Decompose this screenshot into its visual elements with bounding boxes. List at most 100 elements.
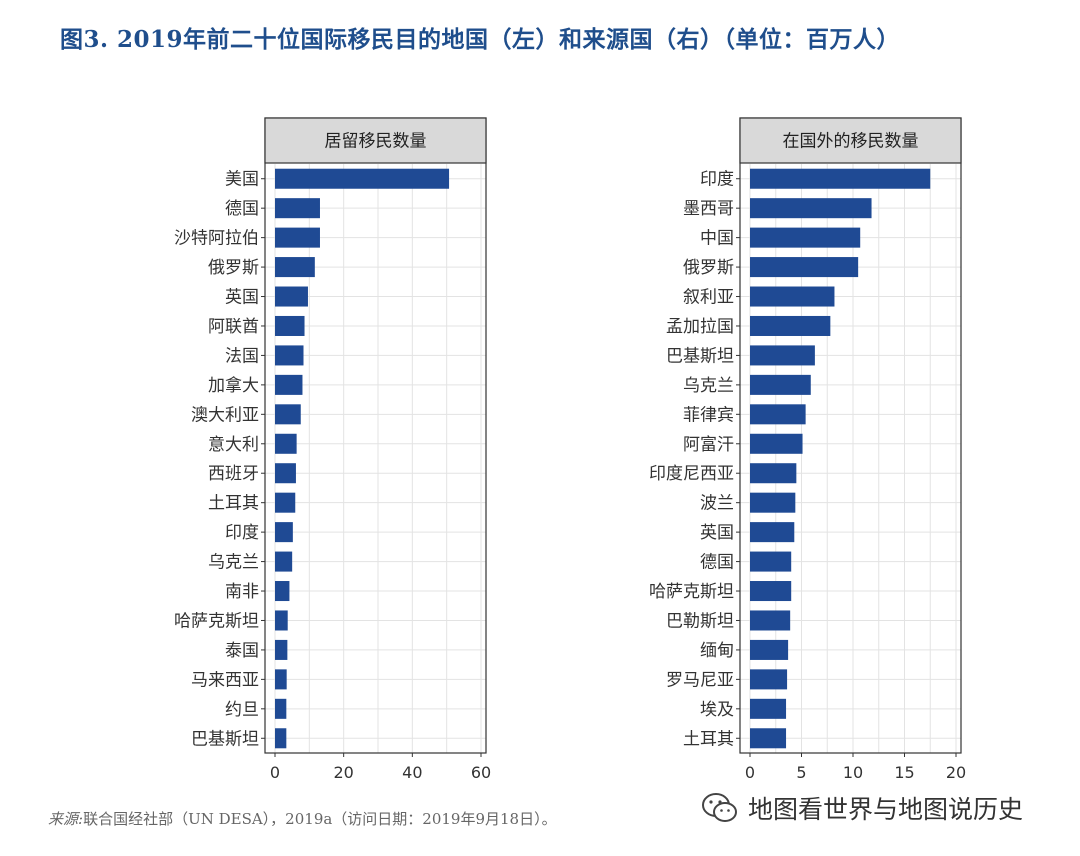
panel-2-category-label-14: 德国 [700, 553, 734, 573]
panel-1-category-label-12: 土耳其 [208, 494, 259, 514]
panel-2-bar-6 [750, 315, 831, 336]
panel-1-category-label-20: 巴基斯坦 [191, 729, 259, 749]
panel-2-bar-20 [750, 728, 787, 749]
panel-1-category-label-16: 哈萨克斯坦 [174, 611, 259, 631]
panel-2-bar-5 [750, 286, 835, 307]
panel-2-category-label-3: 中国 [700, 229, 734, 249]
panel-2-bar-17 [750, 639, 789, 660]
panel-1-bar-5 [275, 286, 308, 307]
panel-2-category-label-15: 哈萨克斯坦 [649, 582, 734, 602]
panel-1-category-label-15: 南非 [225, 582, 259, 602]
panel-2-category-label-5: 叙利亚 [683, 288, 734, 308]
panel-1-category-label-10: 意大利 [208, 435, 259, 455]
panel-1-bar-6 [275, 315, 305, 336]
panel-1-strip [264, 117, 487, 164]
panel-2-category-label-20: 土耳其 [683, 729, 734, 749]
panel-1-bar-4 [275, 257, 315, 278]
panel-2-bar-7 [750, 345, 815, 366]
panel-2-category-label-17: 缅甸 [700, 641, 734, 661]
panel-2-bar-10 [750, 433, 803, 454]
panel-1-category-label-17: 泰国 [225, 641, 259, 661]
panel-2-category-label-4: 俄罗斯 [683, 258, 734, 278]
panel-2-bar-16 [750, 610, 791, 631]
panel-2-category-label-11: 印度尼西亚 [649, 464, 734, 484]
panel-1-bar-13 [275, 522, 293, 543]
panel-2-bar-13 [750, 522, 795, 543]
panel-1-bar-3 [275, 227, 320, 248]
panel-2-x-tick-label: 5 [796, 763, 806, 782]
panel-1-bar-12 [275, 492, 296, 513]
panel-1-x-tick-label: 40 [402, 763, 422, 782]
panel-2-category-label-6: 孟加拉国 [666, 317, 734, 337]
panel-2-plot-background [740, 164, 961, 753]
panel-2-bar-15 [750, 581, 792, 602]
panel-2-category-label-10: 阿富汗 [683, 435, 734, 455]
panel-2-bar-18 [750, 669, 788, 690]
panel-1-bar-17 [275, 639, 288, 660]
source-prefix: 来源: [48, 810, 84, 828]
panel-1-bar-14 [275, 551, 293, 572]
panel-2-bar-11 [750, 463, 797, 484]
panel-2-bar-3 [750, 227, 861, 248]
panel-1-category-label-11: 西班牙 [208, 464, 259, 484]
panel-2-category-label-1: 印度 [700, 170, 734, 190]
panel-2-x-tick-label: 10 [843, 763, 863, 782]
panel-2-bar-2 [750, 198, 872, 219]
panel-1-category-label-8: 加拿大 [208, 375, 259, 396]
panel-2-bar-1 [750, 168, 931, 189]
panel-1-category-label-6: 阿联酋 [208, 317, 259, 337]
panel-1-category-label-19: 约旦 [225, 700, 259, 720]
panel-2-bar-9 [750, 404, 806, 425]
panel-2-panel-title: 在国外的移民数量 [783, 132, 919, 152]
panel-2-category-label-8: 乌克兰 [683, 376, 734, 396]
panel-1-category-label-13: 印度 [225, 523, 259, 543]
panel-1-bar-2 [275, 198, 320, 219]
panel-1-bar-16 [275, 610, 288, 631]
panel-1-bar-15 [275, 581, 290, 602]
panel-1-x-tick-label: 20 [333, 763, 353, 782]
panel-2-x-tick-label: 0 [745, 763, 755, 782]
panel-2-category-label-2: 墨西哥 [683, 199, 734, 219]
panel-1-bar-1 [275, 168, 450, 189]
panel-1-bar-20 [275, 728, 287, 749]
panel-1-bar-19 [275, 698, 287, 719]
panel-1-x-tick-label: 60 [471, 763, 491, 782]
panel-1-bar-10 [275, 433, 297, 454]
panel-1-category-label-5: 英国 [225, 288, 259, 308]
panel-2-category-label-16: 巴勒斯坦 [666, 611, 734, 631]
panel-1-category-label-1: 美国 [225, 170, 259, 190]
panel-2-bar-4 [750, 257, 859, 278]
wechat-icon [702, 793, 737, 822]
source-note: 来源:联合国经社部（UN DESA），2019a（访问日期：2019年9月18日… [48, 808, 557, 829]
panel-1-bar-8 [275, 374, 303, 395]
panel-1-plot-background [265, 164, 486, 753]
panel-1-bar-9 [275, 404, 301, 425]
panel-2-category-label-13: 英国 [700, 523, 734, 543]
panel-2-category-label-9: 菲律宾 [683, 405, 734, 425]
panel-1-bar-7 [275, 345, 304, 366]
panel-2-bar-19 [750, 698, 787, 719]
panel-1-category-label-9: 澳大利亚 [191, 405, 259, 425]
panel-2-bar-12 [750, 492, 796, 513]
panel-2-category-label-18: 罗马尼亚 [666, 670, 734, 690]
watermark: 地图看世界与地图说历史 [700, 788, 1023, 828]
panel-2-bar-14 [750, 551, 792, 572]
panel-1-bar-18 [275, 669, 287, 690]
panel-2-strip [739, 117, 962, 164]
panel-1-panel-title: 居留移民数量 [325, 132, 427, 152]
panel-1-category-label-7: 法国 [225, 346, 259, 366]
watermark-text: 地图看世界与地图说历史 [748, 795, 1024, 824]
chart-title: 图3. 2019年前二十位国际移民目的地国（左）和来源国（右）（单位：百万人） [60, 26, 901, 53]
panel-1-category-label-18: 马来西亚 [191, 670, 259, 690]
panel-2-x-tick-label: 15 [894, 763, 914, 782]
panel-2-category-label-19: 埃及 [700, 700, 734, 720]
panel-1-bar-11 [275, 463, 296, 484]
panel-2-bar-8 [750, 374, 811, 395]
source-text: 联合国经社部（UN DESA），2019a（访问日期：2019年9月18日）。 [83, 810, 557, 828]
panel-1-category-label-14: 乌克兰 [208, 553, 259, 573]
panel-2-category-label-12: 波兰 [700, 494, 734, 514]
panel-1-category-label-2: 德国 [225, 199, 259, 219]
panel-1-x-tick-label: 0 [270, 763, 280, 782]
panel-2-category-label-7: 巴基斯坦 [666, 346, 734, 366]
